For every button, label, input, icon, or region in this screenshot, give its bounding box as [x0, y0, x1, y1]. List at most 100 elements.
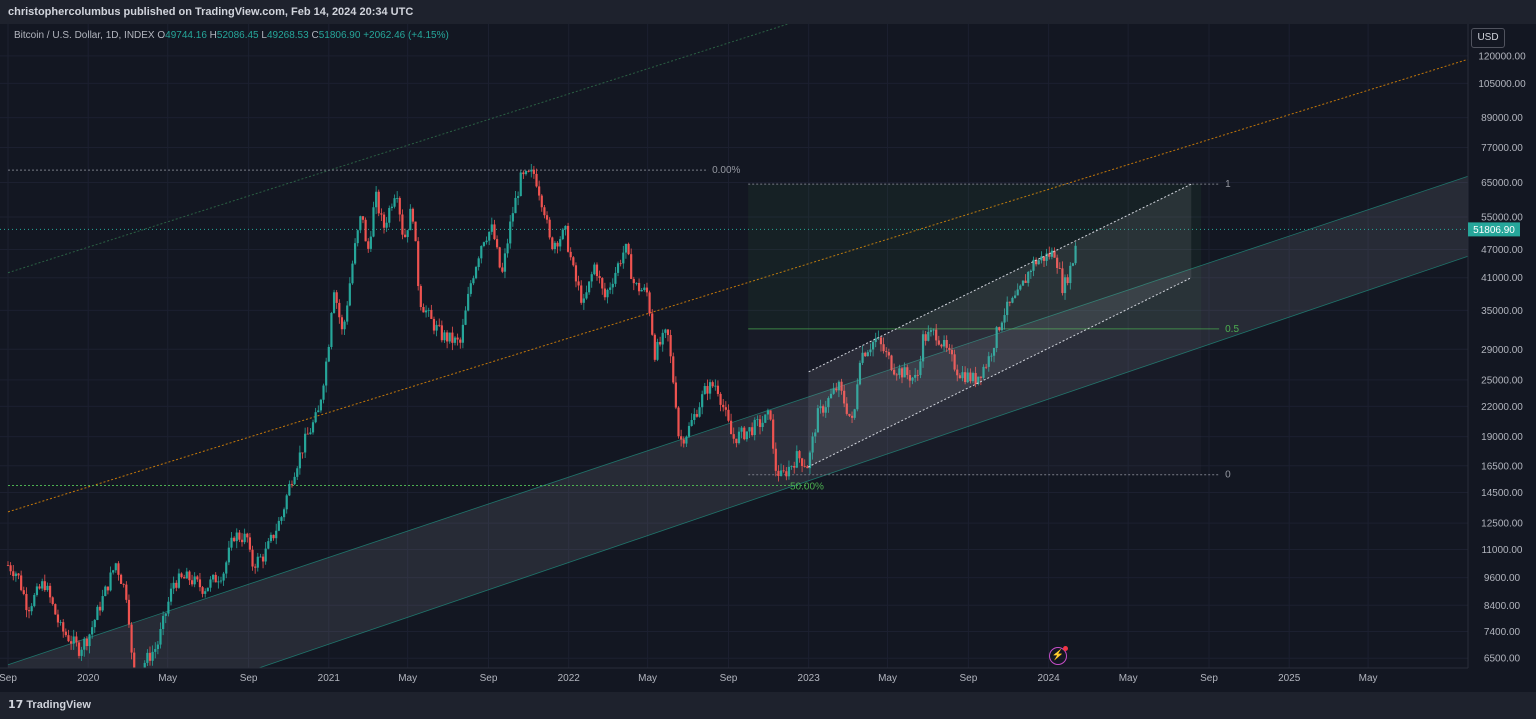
candle-body — [661, 332, 664, 345]
candle-body — [59, 622, 62, 623]
candle-body — [246, 533, 249, 538]
price-tick-label: 8400.00 — [1484, 601, 1521, 612]
candle-body — [198, 579, 202, 588]
price-tick-label: 25000.00 — [1481, 375, 1523, 386]
candle-body — [903, 367, 906, 378]
candle-body — [719, 393, 722, 405]
wedge-fill — [808, 184, 1192, 468]
candle-body — [91, 627, 94, 635]
candle-body — [945, 340, 948, 348]
candle-body — [653, 334, 656, 360]
candle-body — [495, 239, 499, 248]
candle-body — [70, 641, 73, 644]
candle-body — [848, 413, 851, 416]
candle-body — [519, 172, 522, 197]
candle-body — [914, 374, 917, 378]
candle-body — [795, 451, 798, 468]
candle-body — [388, 208, 391, 223]
brand-name: TradingView — [26, 699, 91, 711]
candle-body — [906, 367, 909, 376]
candle-body — [6, 565, 10, 566]
candle-body — [351, 263, 354, 284]
tradingview-logo[interactable]: 17 TradingView — [8, 698, 91, 711]
candle-body — [874, 338, 877, 343]
candle-body — [556, 242, 559, 247]
candle-body — [177, 573, 181, 588]
candle-body — [832, 388, 835, 394]
candle-body — [800, 458, 804, 467]
candle-body — [106, 586, 110, 591]
price-tick-label: 55000.00 — [1481, 213, 1523, 224]
price-axis[interactable] — [1468, 24, 1536, 668]
candle-body — [798, 451, 801, 459]
candle-body — [635, 282, 638, 284]
time-tick-label: May — [878, 673, 897, 684]
time-tick-label: Sep — [720, 673, 738, 684]
candle-body — [43, 581, 46, 591]
candle-body — [735, 438, 738, 444]
candle-body — [908, 375, 912, 381]
candle-body — [595, 264, 599, 277]
candle-body — [238, 532, 241, 540]
candle-body — [1008, 301, 1011, 303]
candle-body — [995, 327, 998, 349]
candle-body — [895, 374, 898, 376]
publisher-text: christophercolumbus published on Trading… — [8, 6, 414, 18]
candle-body — [346, 305, 349, 322]
candle-body — [916, 374, 919, 376]
candle-body — [438, 324, 441, 326]
time-tick-label: May — [398, 673, 417, 684]
candle-body — [732, 434, 735, 439]
candle-body — [1056, 257, 1059, 268]
candle-body — [822, 406, 825, 413]
candle-body — [722, 404, 725, 408]
candle-body — [950, 349, 954, 355]
price-chart[interactable]: 0.00% 50.00% 1 0.5 0 120000.00 105000.00 89000… — [0, 24, 1536, 692]
candle-body — [932, 329, 935, 331]
candle-body — [606, 289, 609, 298]
candle-body — [879, 337, 883, 345]
candle-body — [774, 448, 777, 471]
candle-body — [146, 652, 149, 663]
candle-body — [248, 537, 252, 550]
candle-body — [464, 310, 467, 325]
currency-button[interactable]: USD — [1471, 28, 1505, 48]
candle-body — [929, 330, 933, 332]
candle-body — [937, 340, 940, 345]
candle-body — [256, 556, 259, 568]
candle-body — [419, 286, 422, 308]
candle-body — [714, 385, 717, 387]
candle-body — [143, 662, 146, 669]
time-axis[interactable] — [0, 668, 1468, 692]
price-tick-label: 9600.00 — [1484, 573, 1521, 584]
candle-body — [259, 556, 262, 558]
candle-body — [98, 606, 102, 611]
candle-body — [572, 257, 575, 266]
last-price-tag: 51806.90 — [1468, 222, 1520, 237]
publisher-bar: christophercolumbus published on Trading… — [0, 0, 1536, 24]
candle-body — [382, 214, 386, 228]
candle-body — [998, 327, 1001, 331]
candle-body — [467, 293, 470, 311]
candle-body — [827, 398, 830, 408]
position-box — [748, 183, 1220, 476]
candle-body — [20, 575, 23, 591]
time-tick-label: Sep — [480, 673, 498, 684]
candle-body — [301, 452, 304, 454]
candle-body — [275, 530, 278, 539]
candle-body — [459, 339, 462, 343]
candle-body — [443, 332, 446, 341]
time-tick-label: Sep — [1200, 673, 1218, 684]
candle-body — [511, 213, 514, 222]
time-tick-label: 2020 — [77, 673, 100, 684]
candle-body — [745, 431, 748, 440]
candle-body — [353, 243, 357, 264]
time-tick-label: 2025 — [1278, 673, 1301, 684]
lightning-icon[interactable]: ⚡ — [1049, 646, 1068, 665]
symbol-legend: Bitcoin / U.S. Dollar, 1D, INDEX O49744.… — [14, 30, 449, 41]
candle-body — [222, 573, 225, 581]
candle-body — [327, 346, 330, 362]
symbol-name: Bitcoin / U.S. Dollar, 1D, INDEX — [14, 30, 155, 41]
candle-body — [48, 585, 52, 598]
candle-body — [974, 373, 977, 385]
